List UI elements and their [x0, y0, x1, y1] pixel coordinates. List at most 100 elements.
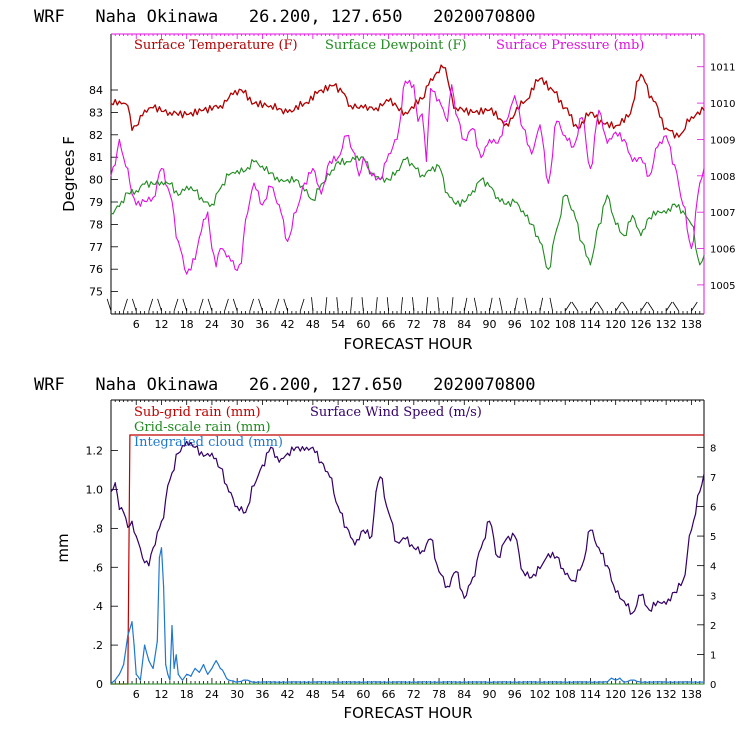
- top-x-tick-label: 66: [382, 318, 396, 331]
- bottom-x-tick-label: 24: [205, 688, 219, 701]
- top-data-point: [421, 174, 423, 176]
- bottom-data-point: [648, 609, 650, 611]
- bottom-data-point: [181, 679, 184, 681]
- bottom-data-point: [547, 553, 549, 555]
- bottom-data-point: [615, 591, 617, 593]
- bottom-data-point: [564, 573, 566, 576]
- bottom-x-tick-label: 96: [508, 688, 522, 701]
- top-data-point: [514, 95, 516, 97]
- bottom-data-point: [631, 612, 634, 614]
- bottom-data-point: [194, 446, 196, 448]
- top-data-point: [505, 203, 507, 205]
- bottom-data-point: [354, 544, 356, 546]
- bottom-data-point: [362, 681, 364, 683]
- wind-barb: [198, 298, 204, 312]
- top-data-point: [127, 192, 129, 194]
- top-data-point: [215, 266, 217, 268]
- top-data-point: [219, 187, 221, 190]
- top-data-point: [295, 211, 297, 213]
- top-data-point: [345, 135, 348, 137]
- top-data-point: [186, 114, 188, 116]
- top-data-point: [665, 135, 667, 137]
- top-data-point: [261, 165, 264, 167]
- top-data-point: [144, 109, 146, 111]
- top-data-point: [551, 89, 554, 91]
- top-data-point: [341, 91, 343, 93]
- legend-surface-wind-speed: Surface Wind Speed (m/s): [310, 405, 482, 420]
- bottom-data-point: [131, 621, 133, 623]
- bottom-y2-tick-label: 2: [710, 621, 716, 632]
- top-y2-tick-label: 1006: [710, 245, 735, 256]
- bottom-y2-tick-label: 1: [710, 650, 716, 661]
- wind-barb: [665, 301, 673, 312]
- top-data-point: [472, 111, 474, 113]
- top-data-point: [446, 120, 449, 122]
- top-data-point: [131, 129, 133, 131]
- bottom-data-point: [640, 594, 642, 596]
- top-data-point: [455, 203, 457, 205]
- bottom-data-point: [244, 511, 247, 514]
- top-y-tick-label: 84: [89, 84, 103, 97]
- top-data-point: [539, 78, 541, 80]
- bottom-data-point: [488, 520, 491, 522]
- wind-barb: [524, 297, 528, 312]
- bottom-data-point: [682, 579, 684, 582]
- top-data-point: [118, 138, 121, 141]
- top-data-point: [152, 107, 154, 109]
- top-data-point: [160, 167, 163, 170]
- bottom-data-point: [177, 673, 179, 675]
- bottom-data-point: [156, 640, 158, 642]
- top-data-point: [379, 178, 381, 181]
- bottom-data-point: [129, 434, 131, 436]
- top-x-tick-label: 102: [529, 318, 550, 331]
- top-data-point: [358, 175, 360, 177]
- bottom-x-tick-label: 72: [407, 688, 421, 701]
- top-data-point: [564, 194, 566, 196]
- bottom-y2-tick-label: 8: [710, 443, 716, 454]
- bottom-y-tick-label: .8: [93, 522, 104, 535]
- top-data-point: [337, 161, 339, 163]
- wind-barb: [350, 297, 353, 312]
- bottom-data-point: [278, 681, 280, 683]
- bottom-data-point: [657, 681, 659, 683]
- wind-barb: [400, 297, 403, 312]
- top-data-point: [114, 164, 116, 166]
- top-y2-tick-label: 1008: [710, 172, 735, 183]
- top-data-point: [703, 109, 705, 111]
- top-data-point: [657, 146, 659, 148]
- bottom-data-point: [236, 505, 238, 508]
- top-data-point: [421, 113, 423, 115]
- top-x-tick-label: 6: [133, 318, 140, 331]
- top-x-tick-label: 54: [331, 318, 345, 331]
- top-data-point: [556, 120, 558, 122]
- bottom-data-point: [430, 538, 432, 540]
- top-data-point: [253, 182, 255, 184]
- bottom-x-tick-label: 60: [356, 688, 370, 701]
- wind-barb: [437, 297, 440, 312]
- legend-surface-temperature: Surface Temperature (F): [134, 38, 298, 53]
- bottom-data-point: [270, 446, 272, 448]
- top-data-point: [488, 138, 491, 141]
- top-data-point: [539, 241, 541, 243]
- top-data-point: [497, 142, 499, 144]
- top-data-point: [623, 138, 625, 141]
- top-x-tick-label: 84: [457, 318, 471, 331]
- top-data-point: [446, 192, 449, 194]
- top-data-point: [404, 158, 406, 161]
- top-data-point: [202, 201, 205, 203]
- top-data-point: [573, 146, 575, 148]
- bottom-data-point: [690, 529, 692, 531]
- top-data-point: [648, 175, 650, 177]
- top-data-point: [539, 124, 541, 126]
- top-data-point: [573, 210, 575, 212]
- bottom-data-point: [219, 467, 221, 469]
- top-data-point: [177, 240, 179, 242]
- legend-subgrid-rain: Sub-grid rain (mm): [134, 405, 261, 420]
- bottom-data-point: [152, 667, 154, 670]
- bottom-data-point: [110, 683, 112, 685]
- top-data-point: [198, 237, 200, 239]
- top-data-point: [673, 164, 676, 166]
- bottom-data-point: [219, 667, 221, 670]
- top-data-point: [690, 247, 692, 250]
- bottom-data-point: [127, 526, 129, 528]
